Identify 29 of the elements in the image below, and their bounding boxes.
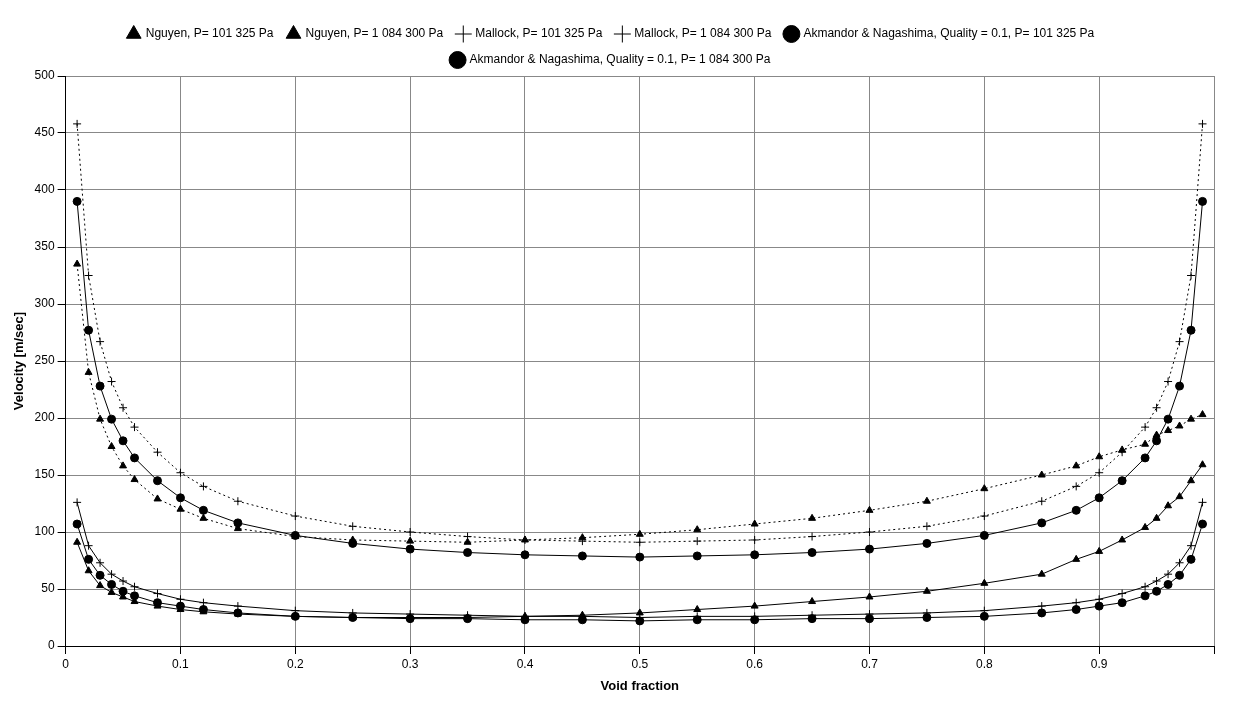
y-tick-label: 350 (34, 239, 55, 254)
x-tick-label: 0.4 (516, 656, 534, 671)
legend-label: Nguyen, P= 101 325 Pa (145, 26, 274, 41)
y-tick-label: 400 (34, 182, 55, 197)
y-tick-label: 0 (47, 638, 55, 653)
legend-label: Akmandor & Nagashima, Quality = 0.1, P= 1 084 300 Pa (469, 52, 771, 67)
y-axis-title: Velocity [m/sec] (11, 311, 27, 411)
y-tick-label: 250 (34, 353, 55, 368)
x-axis-title: Void fraction (600, 677, 680, 693)
legend-label: Mallock, P= 101 325 Pa (475, 26, 603, 41)
y-tick-label: 50 (41, 581, 55, 596)
legend-label: Mallock, P= 1 084 300 Pa (634, 26, 772, 41)
legend-label: Nguyen, P= 1 084 300 Pa (305, 26, 444, 41)
x-tick-label: 0.1 (172, 656, 190, 671)
x-tick-label: 0.2 (286, 656, 304, 671)
y-tick-label: 100 (34, 524, 55, 539)
y-tick-label: 200 (34, 410, 55, 425)
x-tick-label: 0.9 (1090, 656, 1108, 671)
y-tick-label: 450 (34, 125, 55, 140)
x-tick-label: 0.3 (401, 656, 419, 671)
x-tick-label: 0.6 (746, 656, 764, 671)
x-tick-label: 0.5 (631, 656, 649, 671)
x-tick-label: 0.8 (975, 656, 993, 671)
x-tick-label: 0.7 (861, 656, 879, 671)
legend-label: Akmandor & Nagashima, Quality = 0.1, P= 101 325 Pa (803, 26, 1095, 41)
y-tick-label: 300 (34, 296, 55, 311)
x-tick-label: 0 (62, 656, 70, 671)
y-tick-label: 500 (34, 68, 55, 83)
y-tick-label: 150 (34, 467, 55, 482)
